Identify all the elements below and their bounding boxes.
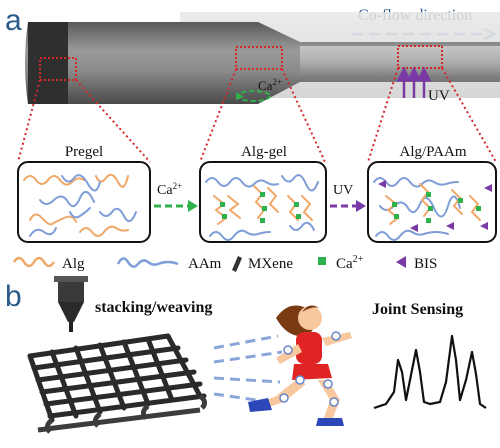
sensing-signal-waveform: [373, 334, 487, 410]
zoom-box-pregel: [39, 57, 77, 81]
stacking-weaving-label: stacking/weaving: [95, 299, 212, 316]
panel-a-letter: a: [5, 4, 22, 37]
legend-label-mxene: MXene: [248, 256, 293, 272]
mxene-flake-icon: [232, 256, 242, 272]
runner-head: [298, 306, 322, 330]
alg-gel-calcium-crosslinks: [220, 192, 301, 223]
legend-label-bis: BIS: [414, 256, 437, 272]
wide-tube-dark-end: [28, 22, 68, 104]
stage-title-alg-paam: Alg/PAAm: [400, 144, 467, 160]
legend-label-alg: Alg: [62, 256, 85, 272]
uv-arrows: [396, 66, 432, 98]
calcium-inlet-label: Ca2+: [258, 77, 282, 93]
alg-paam-bis-crosslinks: [378, 180, 492, 232]
zoom-box-alg-gel: [235, 46, 283, 70]
runner-figure: [248, 305, 352, 426]
arrow-calcium-label: Ca2+: [157, 181, 182, 198]
alg-gel-polymer-chains: [205, 174, 319, 241]
arrow-uv-head: [356, 200, 366, 212]
signal-lines: [213, 334, 283, 404]
sensor-dots: [279, 331, 341, 407]
arrow-calcium-head: [188, 200, 198, 212]
wide-tube: [25, 22, 500, 104]
woven-scaffold-sides: [37, 394, 208, 434]
joint-sensing-label: Joint Sensing: [372, 301, 463, 318]
legend-label-calcium: Ca2+: [336, 254, 364, 272]
uv-label: UV: [428, 88, 450, 104]
aam-chain-icon: [116, 257, 179, 268]
stage-title-pregel: Pregel: [65, 144, 103, 160]
arrow-uv-label: UV: [333, 183, 353, 198]
stage-title-alg-gel: Alg-gel: [241, 144, 287, 160]
alg-paam-calcium-crosslinks: [392, 192, 481, 223]
calcium-square-icon: [318, 257, 326, 265]
legend-label-aam: AAm: [188, 256, 222, 272]
bis-triangle-icon: [396, 256, 406, 268]
gel-fiber-core: [300, 46, 500, 78]
zoom-guide-lines: [17, 67, 497, 163]
runner-shoe-front: [316, 418, 344, 426]
calcium-inlet-arrowhead: [236, 92, 244, 100]
legend: Alg AAm MXene Ca2+ BIS: [12, 254, 437, 272]
runner-shoe-back: [248, 398, 272, 412]
runner-torso: [296, 332, 322, 364]
print-nozzle: [54, 276, 88, 332]
woven-scaffold: [27, 333, 207, 423]
panel-b-letter: b: [5, 280, 22, 313]
stage-box-alg-gel: [199, 161, 327, 243]
pregel-polymer-chains: [23, 173, 137, 237]
alg-chain-icon: [12, 256, 56, 268]
